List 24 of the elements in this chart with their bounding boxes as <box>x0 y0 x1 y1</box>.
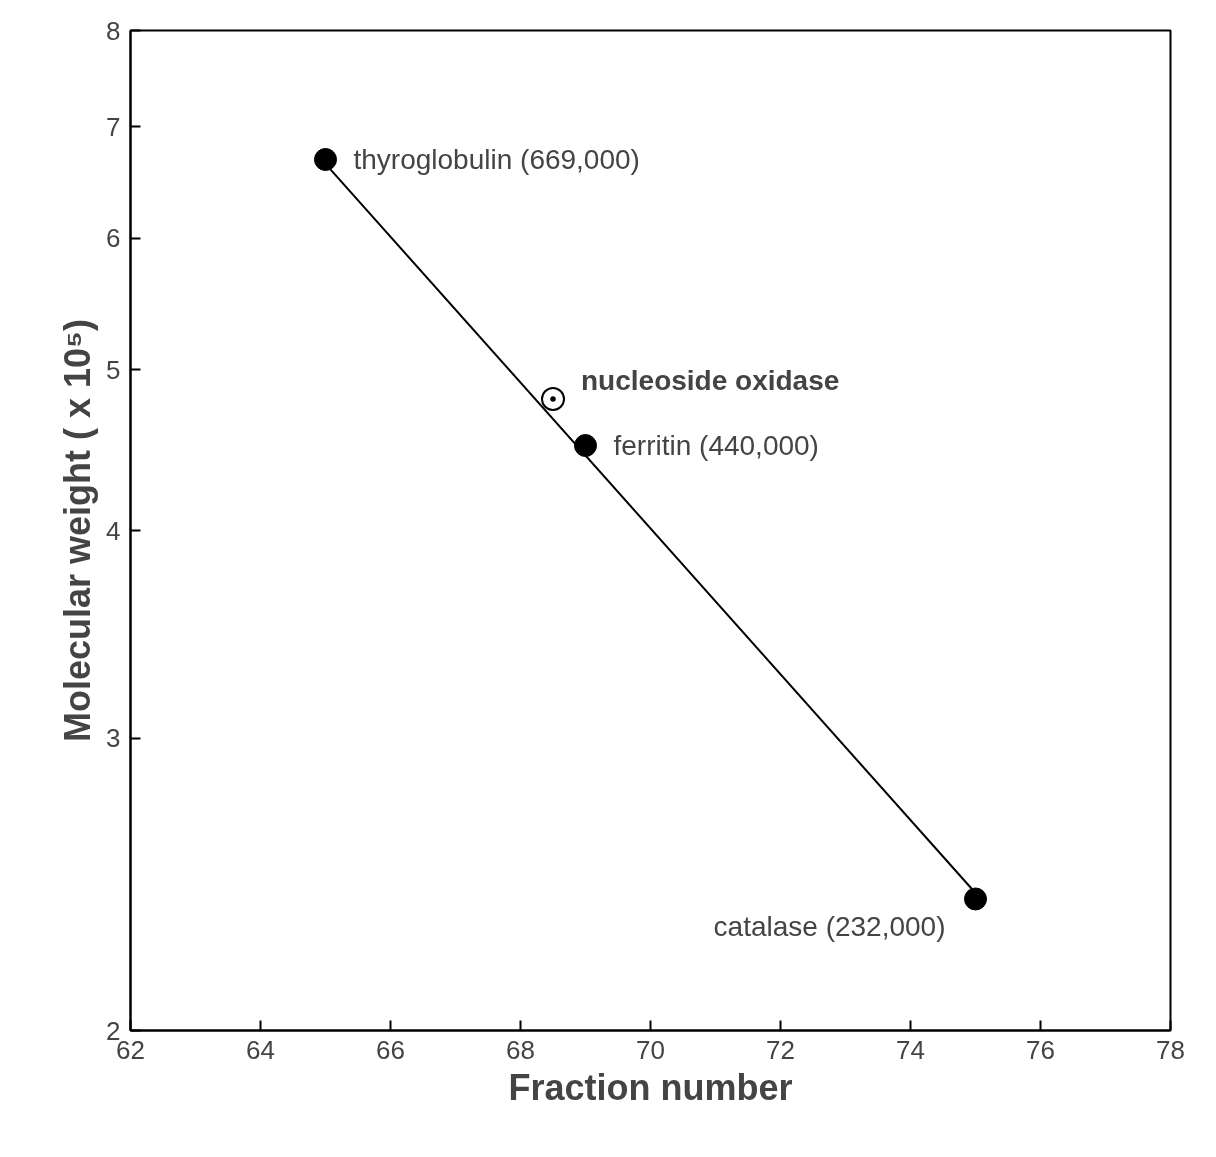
y-axis-title: Molecular weight ( x 10⁵) <box>57 319 99 742</box>
point <box>314 148 337 171</box>
annotation: catalase (232,000) <box>713 911 946 943</box>
annotation: nucleoside oxidase <box>581 365 840 397</box>
annotation: thyroglobulin (669,000) <box>353 144 640 175</box>
x-tick-label: 76 <box>1026 1034 1055 1065</box>
point <box>541 387 565 411</box>
y-tick-label: 8 <box>106 15 121 46</box>
y-tick-label: 6 <box>106 223 121 254</box>
y-tick-label: 7 <box>106 111 121 142</box>
x-axis-title: Fraction number <box>508 1066 793 1108</box>
point <box>964 887 987 911</box>
point <box>574 434 597 458</box>
x-tick-label: 66 <box>376 1034 405 1065</box>
y-tick-label: 3 <box>106 723 121 754</box>
x-tick-label: 68 <box>506 1034 535 1065</box>
annotation: ferritin (440,000) <box>613 430 819 462</box>
x-tick-label: 72 <box>766 1034 795 1065</box>
y-tick-label: 4 <box>106 515 121 546</box>
y-tick-label: 5 <box>106 354 121 385</box>
x-tick-label: 64 <box>246 1034 275 1065</box>
x-tick-label: 70 <box>636 1034 665 1065</box>
x-tick-label: 78 <box>1156 1034 1185 1065</box>
x-tick-label: 74 <box>896 1034 925 1065</box>
